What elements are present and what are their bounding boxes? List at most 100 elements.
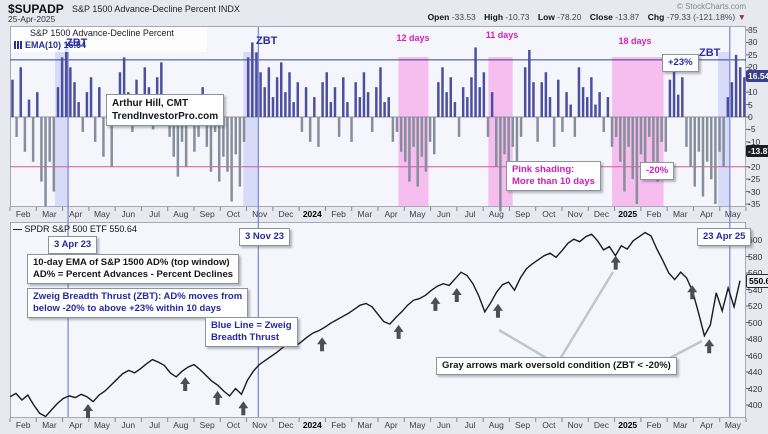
month-label: Jul <box>464 209 476 219</box>
month-label: Oct <box>226 209 241 219</box>
y-axis-label: 10 <box>748 87 758 98</box>
y-axis-label: 600 <box>748 235 763 245</box>
zbt-label-2: ZBT <box>256 35 278 47</box>
month-label: Nov <box>252 209 268 219</box>
month-label: Feb <box>646 209 662 219</box>
month-label: Apr <box>384 209 398 219</box>
month-label: 2024 <box>302 209 322 219</box>
chart-title: S&P 1500 Advance-Decline Percent INDX <box>72 4 240 14</box>
zbt-definition-note: Zweig Breadth Thrust (ZBT): AD% moves fr… <box>27 288 249 318</box>
histogram-icon <box>14 41 23 49</box>
oversold-days-label-1: 12 days <box>396 33 430 43</box>
y-axis-label: 25 <box>748 49 758 60</box>
blue-line-note: Blue Line = Zweig Breadth Thrust <box>205 317 298 347</box>
ticker-symbol: $SUPADP <box>8 2 64 16</box>
month-label: Feb <box>15 420 31 430</box>
month-label: 2025 <box>618 209 638 219</box>
month-label: 2025 <box>618 420 638 430</box>
month-label: Sep <box>515 420 531 430</box>
y-axis-label: 580 <box>748 251 763 262</box>
y-axis-label: 500 <box>748 317 763 328</box>
zbt-note-line1: Zweig Breadth Thrust (ZBT): AD% moves fr… <box>33 291 243 302</box>
month-label: Jul <box>149 209 160 219</box>
oversold-days-label-3: 18 days <box>618 36 652 46</box>
month-label: Feb <box>15 209 31 219</box>
author-name: Arthur Hill, CMT <box>112 98 189 109</box>
y-axis-label: 540 <box>748 284 763 295</box>
blue-note-line2: Breadth Thrust <box>211 332 280 343</box>
etf-legend-text: SPDR S&P 500 ETF 550.64 <box>24 224 137 234</box>
y-axis-label: 560 <box>748 268 763 278</box>
plus23-callout: +23% <box>662 54 699 72</box>
month-label: Nov <box>252 420 268 430</box>
gray-arrows-note: Gray arrows mark oversold condition (ZBT… <box>436 357 677 375</box>
pink-shading-note: Pink shading: More than 10 days <box>506 161 601 191</box>
y-axis-label: 20 <box>748 62 758 73</box>
top-month-axis: Feb Mar Apr May Jun Jul Aug Sep Oct Nov Dec 2024 Feb… <box>10 207 746 221</box>
month-label: Mar <box>42 420 57 430</box>
y-axis-label: 35 <box>748 24 758 35</box>
y-axis-label: -20 <box>748 161 761 172</box>
month-label: Nov <box>567 209 583 219</box>
sp500-panel <box>10 222 746 418</box>
chart-date: 25-Apr-2025 <box>8 14 56 24</box>
chg-value: -79.33 (-121.18%) <box>666 12 736 22</box>
ema-value-badge: 16.54 <box>746 70 768 82</box>
y-axis-label: 0 <box>748 112 753 122</box>
etf-legend: — SPDR S&P 500 ETF 550.64 <box>13 224 137 234</box>
month-label: Apr <box>384 420 398 430</box>
month-label: Apr <box>699 420 714 430</box>
price-value-badge: 550.64 <box>746 274 768 288</box>
month-label: Jun <box>436 420 451 430</box>
ema-note-line1: 10-day EMA of S&P 1500 AD% (top window) <box>33 257 230 268</box>
month-label: Aug <box>488 209 504 219</box>
y-axis-label: 420 <box>748 383 763 394</box>
month-label: Jun <box>436 209 451 219</box>
month-label: Feb <box>646 420 662 430</box>
month-label: Nov <box>567 420 583 430</box>
month-label: Sep <box>199 420 215 430</box>
month-label: Dec <box>593 209 609 219</box>
month-label: Apr <box>699 209 714 219</box>
indicator-legend: S&P 1500 Advance-Decline Percent <box>30 28 174 38</box>
month-label: Jun <box>121 420 136 430</box>
ema-legend: EMA(10) 16.54 <box>14 40 86 50</box>
minus20-callout: -20% <box>640 162 675 180</box>
month-label: Apr <box>69 209 83 219</box>
pink-note-line2: More than 10 days <box>512 176 595 187</box>
bottom-month-axis: Feb Mar Apr May Jun Jul Aug Sep Oct Nov Dec 2024 Feb… <box>10 418 746 432</box>
y-axis-label: 400 <box>748 400 763 410</box>
month-label: Jul <box>149 420 160 430</box>
month-label: May <box>93 420 111 430</box>
month-label: May <box>409 209 426 219</box>
legend-backdrop <box>11 27 207 52</box>
close-label: Close <box>589 12 613 22</box>
stockcharts-credit: © StockCharts.com <box>676 2 746 11</box>
high-value: -10.73 <box>505 12 530 22</box>
open-value: -33.53 <box>451 12 476 22</box>
zbt-label-1: ZBT <box>66 37 88 49</box>
event-date-2: 3 Nov 23 <box>239 228 291 246</box>
y-axis-label: 520 <box>748 301 763 311</box>
y-axis-label: 440 <box>748 367 763 377</box>
y-axis-label: 5 <box>748 99 753 110</box>
month-label: 2024 <box>302 420 322 430</box>
month-label: Oct <box>542 209 556 219</box>
down-arrow-icon: ▼ <box>737 12 746 22</box>
quote-strip: Open -33.53 High -10.73 Low -78.20 Close… <box>422 12 746 22</box>
y-axis-label: -30 <box>748 186 761 197</box>
y-axis-label: -10 <box>748 136 761 147</box>
y-axis-label: 30 <box>748 37 758 48</box>
month-label: Dec <box>278 209 294 219</box>
month-label: May <box>409 420 426 430</box>
month-label: Dec <box>278 420 294 430</box>
month-label: Jun <box>121 209 136 219</box>
ema-definition-note: 10-day EMA of S&P 1500 AD% (top window) … <box>27 254 240 284</box>
month-label: Apr <box>69 420 83 430</box>
month-label: May <box>93 209 111 219</box>
month-label: Dec <box>593 420 609 430</box>
month-label: Mar <box>357 420 373 430</box>
low-label: Low <box>537 12 555 22</box>
high-label: High <box>484 12 504 22</box>
zbt-note-line2: below -20% to above +23% within 10 days <box>33 303 222 314</box>
